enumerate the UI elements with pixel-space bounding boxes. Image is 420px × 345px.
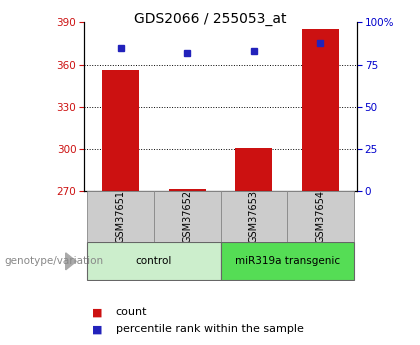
Bar <box>169 189 205 191</box>
Text: GDS2066 / 255053_at: GDS2066 / 255053_at <box>134 12 286 26</box>
Bar <box>87 191 154 242</box>
Text: count: count <box>116 307 147 317</box>
Bar <box>236 148 272 191</box>
Text: control: control <box>136 256 172 266</box>
Bar <box>102 70 139 191</box>
Bar <box>287 191 354 242</box>
Bar <box>302 29 339 191</box>
Text: genotype/variation: genotype/variation <box>4 256 103 266</box>
Text: GSM37654: GSM37654 <box>315 190 326 243</box>
Text: GSM37652: GSM37652 <box>182 190 192 243</box>
Text: miR319a transgenic: miR319a transgenic <box>234 256 340 266</box>
Bar <box>220 191 287 242</box>
Text: ■: ■ <box>92 325 103 334</box>
Bar <box>87 242 220 280</box>
Text: GSM37651: GSM37651 <box>116 190 126 243</box>
Text: ■: ■ <box>92 307 103 317</box>
Text: percentile rank within the sample: percentile rank within the sample <box>116 325 303 334</box>
Bar <box>154 191 220 242</box>
Polygon shape <box>66 253 76 270</box>
Text: GSM37653: GSM37653 <box>249 190 259 243</box>
Bar <box>220 242 354 280</box>
